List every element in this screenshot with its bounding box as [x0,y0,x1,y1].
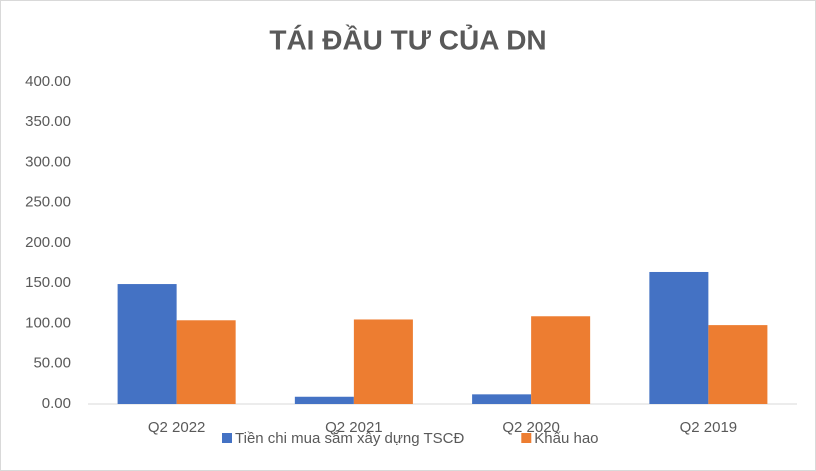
y-tick-label: 50.00 [33,355,71,372]
legend-label: Khấu hao [534,430,598,447]
y-tick-label: 100.00 [25,314,71,331]
bar [649,271,709,404]
legend-swatch [521,433,532,443]
x-tick-label: Q2 2021 [325,419,383,436]
chart-title: TÁI ĐẦU TƯ CỦA DN [269,23,546,55]
legend-label: Tiền chi mua sắm xây dựng TSCĐ [235,430,464,447]
x-tick-label: Q2 2020 [502,419,560,436]
x-tick-label: Q2 2022 [148,419,206,436]
bar [708,325,768,404]
x-tick-label: Q2 2019 [680,419,738,436]
y-tick-label: 350.00 [25,113,71,130]
bar [117,284,177,404]
bar [176,320,236,404]
bar [472,394,532,404]
bar [294,396,354,404]
y-tick-label: 200.00 [25,234,71,251]
y-tick-label: 400.00 [25,73,71,90]
bar [353,319,413,404]
y-tick-label: 0.00 [42,395,71,412]
bar [531,316,591,404]
y-tick-label: 300.00 [25,153,71,170]
y-tick-label: 250.00 [25,194,71,211]
y-tick-label: 150.00 [25,274,71,291]
legend-swatch [222,433,232,443]
